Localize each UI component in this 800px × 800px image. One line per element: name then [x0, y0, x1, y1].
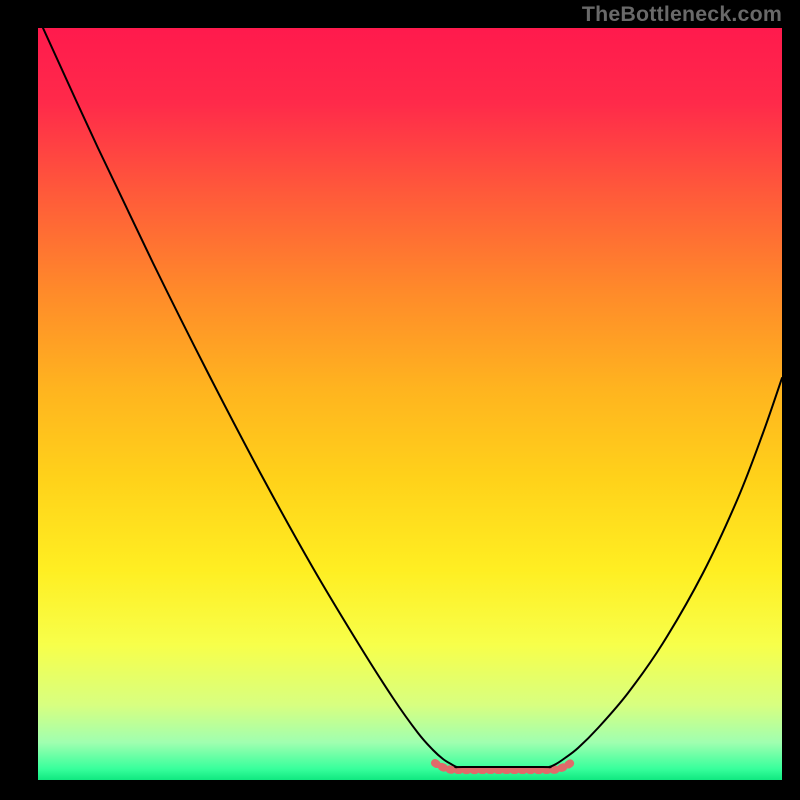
watermark-text: TheBottleneck.com [582, 2, 782, 27]
gradient-background [38, 28, 782, 780]
chart-frame: TheBottleneck.com [0, 0, 800, 800]
bottleneck-chart [38, 28, 782, 780]
